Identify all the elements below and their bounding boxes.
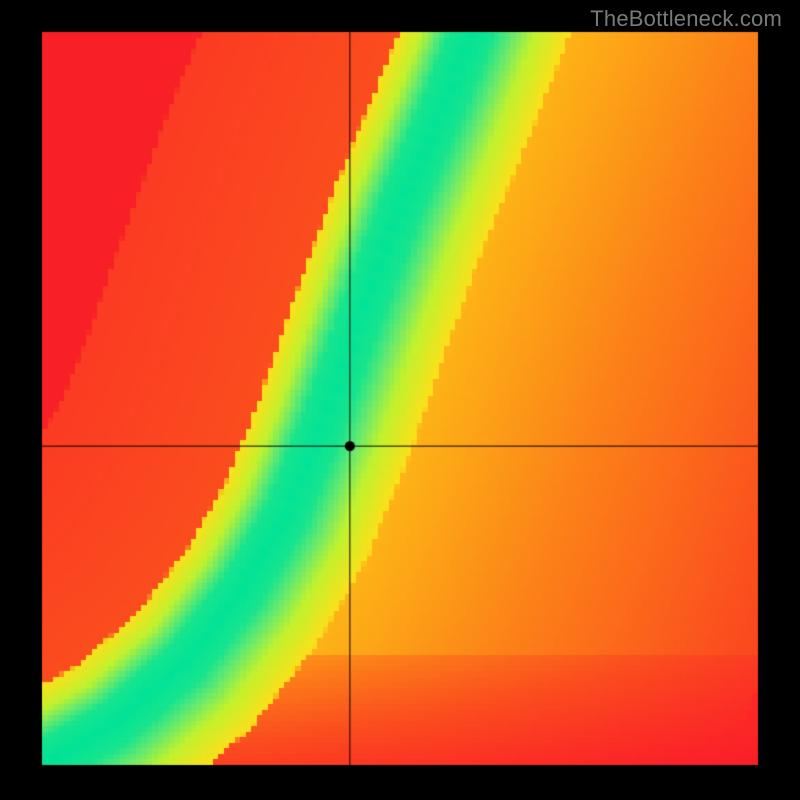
watermark-text: TheBottleneck.com [590, 6, 782, 32]
heatmap-canvas [0, 0, 800, 800]
chart-container: TheBottleneck.com [0, 0, 800, 800]
